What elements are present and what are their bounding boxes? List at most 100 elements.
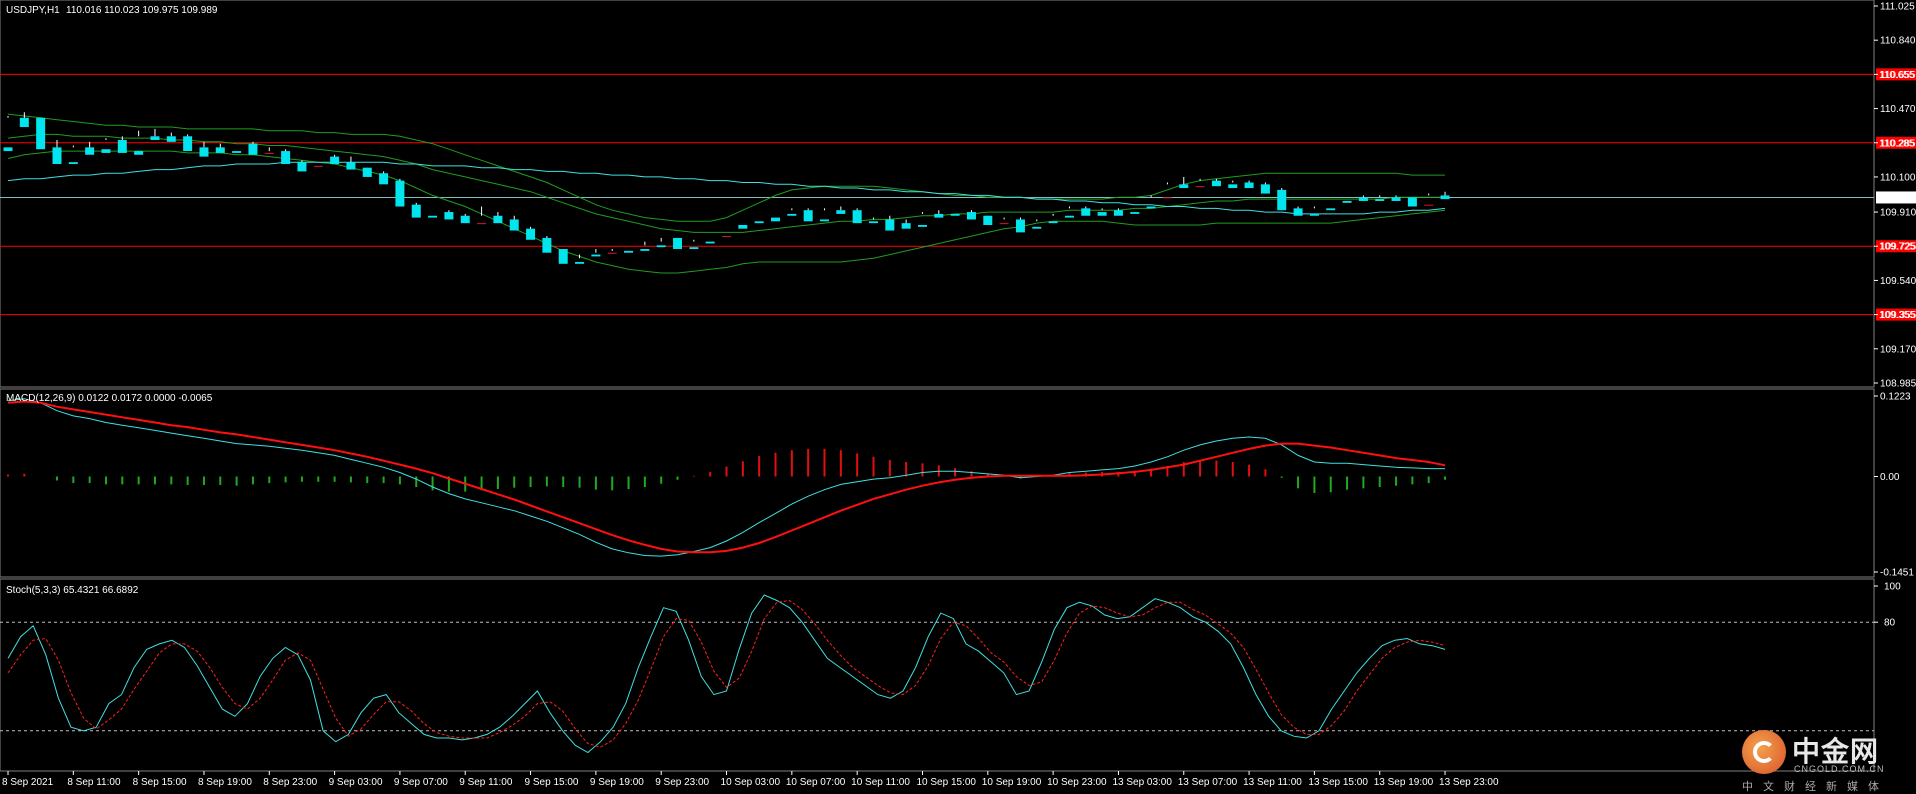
candle-body	[493, 215, 503, 224]
candle-body	[1146, 206, 1156, 209]
stochastic-lines	[7, 594, 1446, 754]
candle-body	[901, 223, 911, 229]
candle-body	[297, 162, 307, 172]
candle-body	[1179, 184, 1189, 189]
time-tick-label: 10 Sep 23:00	[1047, 777, 1107, 788]
stochastic-pane[interactable]: 100 80 Stoch(5,3,3) 65.4321 66.6892	[0, 578, 1901, 772]
time-tick-label: 8 Sep 19:00	[198, 777, 252, 788]
time-tick-label: 13 Sep 07:00	[1178, 777, 1238, 788]
candle-body	[313, 165, 323, 167]
moving-average-line	[7, 161, 1446, 215]
price-tick-label: 110.840	[1880, 36, 1916, 47]
stochastic-axis: 100 80	[1874, 582, 1901, 629]
candle-body	[738, 224, 748, 229]
level-label: 109.355	[1879, 310, 1916, 321]
candle-body	[607, 252, 617, 254]
candle-body	[526, 228, 536, 240]
candle-body	[248, 143, 258, 155]
candle-body	[640, 249, 650, 251]
price-tick-label: 109.725	[1880, 242, 1916, 253]
candle-body	[411, 204, 421, 218]
candle-body	[1277, 189, 1287, 211]
candle-body	[134, 151, 144, 155]
candle-body	[52, 147, 62, 165]
price-tick-label: 109.170	[1880, 344, 1916, 355]
time-tick-label: 9 Sep 19:00	[590, 777, 644, 788]
candle-body	[362, 167, 372, 177]
candle-body	[787, 213, 797, 216]
candle-body	[395, 180, 405, 207]
time-tick-label: 13 Sep 15:00	[1308, 777, 1368, 788]
time-tick-label: 10 Sep 07:00	[786, 777, 846, 788]
candle-body	[428, 215, 438, 218]
level-tag	[1876, 68, 1916, 81]
candle-body	[575, 261, 585, 264]
candle-body	[36, 117, 46, 150]
macd-tick-label: -0.1451	[1880, 568, 1914, 579]
price-tick-label: 110.470	[1880, 104, 1916, 115]
candle-body	[232, 151, 242, 153]
candle-body	[999, 223, 1009, 225]
macd-main-line	[7, 398, 1445, 557]
candle-body	[1260, 184, 1270, 194]
macd-tick-label: 0.00	[1880, 472, 1900, 483]
price-pane[interactable]: 110.655 110.285 109.725 109.355 109.989 111.…	[0, 0, 1916, 390]
time-tick-label: 10 Sep 03:00	[721, 777, 781, 788]
ohlc-label: 110.016 110.023 109.975 109.989	[66, 5, 218, 16]
macd-axis: 0.1223 0.00 -0.1451	[1874, 392, 1914, 579]
candle-body	[1391, 197, 1401, 201]
candle-body	[1358, 197, 1368, 201]
level-tag	[1876, 308, 1916, 321]
level-tag	[1876, 240, 1916, 253]
time-tick-label: 9 Sep 03:00	[329, 777, 383, 788]
candle-body	[803, 210, 813, 222]
candle-body	[1048, 221, 1058, 224]
current-price-label: 109.989	[1879, 193, 1916, 204]
candle-body	[1342, 200, 1352, 203]
candle-body	[477, 223, 487, 225]
current-price-tag	[1876, 191, 1916, 204]
price-tick-label: 109.910	[1880, 208, 1916, 219]
candle-body	[558, 249, 568, 264]
price-tick-label: 109.540	[1880, 276, 1916, 287]
candle-body	[656, 245, 666, 248]
candle-body	[722, 236, 732, 238]
candle-body	[836, 210, 846, 214]
candle-body	[1440, 195, 1450, 200]
level-label: 110.655	[1879, 70, 1915, 81]
candle-body	[820, 219, 829, 222]
bollinger-lower-line	[7, 150, 1446, 274]
candle-body	[183, 136, 193, 152]
candle-body	[1407, 197, 1417, 207]
candle-body	[1113, 210, 1123, 216]
candle-body	[1097, 212, 1107, 216]
time-tick-label: 10 Sep 15:00	[916, 777, 976, 788]
candle-body	[1293, 208, 1303, 216]
candle-body	[1162, 197, 1172, 199]
time-tick-label: 10 Sep 19:00	[982, 777, 1042, 788]
macd-pane[interactable]: 0.1223 0.00 -0.1451 MACD(12,26,9) 0.0122 0…	[0, 388, 1914, 579]
candle-body	[1375, 199, 1385, 201]
candle-body	[591, 254, 601, 257]
watermark: 中金网 CNGOLD.COM.CN 中文财经新媒体	[1742, 722, 1902, 793]
price-tick-label: 110.655	[1880, 70, 1916, 81]
stochastic-signal-line	[7, 599, 1446, 748]
candle-body	[117, 139, 127, 153]
candle-body	[1326, 208, 1336, 211]
watermark-url: CNGOLD.COM.CN	[1794, 764, 1885, 774]
candle-body	[885, 219, 895, 231]
time-axis: 8 Sep 2021 8 Sep 11:00 8 Sep 15:00 8 Sep 19…	[2, 771, 1499, 788]
price-tick-label: 110.285	[1880, 138, 1916, 149]
candle-body	[624, 250, 634, 253]
candle-body	[771, 217, 781, 222]
time-tick-label: 8 Sep 15:00	[133, 777, 187, 788]
time-tick-label: 13 Sep 19:00	[1374, 777, 1434, 788]
time-tick-label: 8 Sep 11:00	[67, 777, 121, 788]
price-axis: 111.025 110.840 110.655 110.470 110.285 110.1…	[1874, 2, 1916, 390]
stochastic-levels	[0, 621, 1874, 732]
candle-body	[346, 162, 356, 170]
level-tag	[1876, 136, 1916, 149]
time-tick-label: 9 Sep 23:00	[655, 777, 709, 788]
candle-body	[542, 237, 552, 253]
candle-body	[1309, 213, 1319, 216]
